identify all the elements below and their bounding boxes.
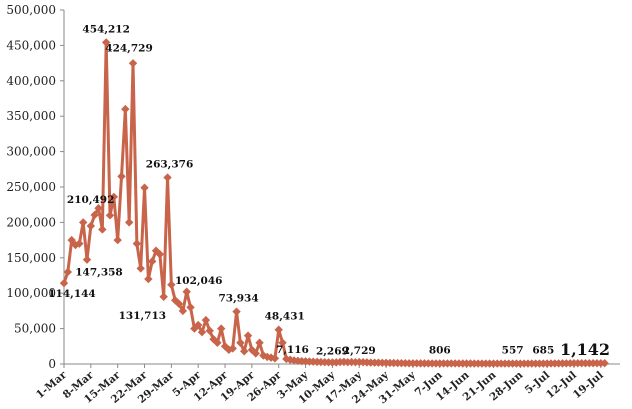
- data-point: [251, 349, 260, 358]
- data-point: [205, 326, 214, 335]
- data-point: [278, 338, 287, 347]
- data-point: [151, 246, 161, 255]
- data-point: [82, 255, 92, 264]
- data-point: [94, 204, 103, 213]
- data-label: 102,046: [175, 275, 223, 287]
- data-point: [236, 338, 245, 347]
- y-tick-label: 300,000: [6, 145, 56, 159]
- data-point: [209, 335, 218, 344]
- data-labels: 114,144 147,358 210,492 454,212 424,729 131,7…: [48, 23, 610, 359]
- data-label: 424,729: [105, 42, 153, 54]
- data-point: [228, 344, 237, 353]
- data-label: 685: [532, 345, 554, 357]
- y-tick-label: 100,000: [6, 286, 56, 300]
- data-label: 2,729: [343, 345, 376, 357]
- data-point: [217, 324, 226, 333]
- data-point: [144, 274, 153, 284]
- data-label: 806: [429, 344, 451, 356]
- data-point: [201, 315, 211, 325]
- data-point: [600, 358, 609, 368]
- y-tick-label: 350,000: [6, 109, 56, 123]
- data-point: [255, 338, 264, 347]
- data-point: [194, 320, 203, 330]
- data-point: [67, 235, 76, 245]
- y-tick-label: 400,000: [6, 74, 56, 88]
- data-point: [71, 240, 80, 250]
- y-tick-label: 150,000: [6, 251, 56, 265]
- data-point: [178, 306, 188, 316]
- data-point: [220, 342, 230, 351]
- y-tick-label: 500,000: [6, 3, 56, 17]
- y-tick-label: 200,000: [6, 215, 56, 229]
- data-point: [98, 225, 107, 234]
- data-point: [59, 278, 69, 288]
- data-point: [78, 218, 88, 227]
- data-point: [147, 257, 157, 266]
- series-markers: [59, 38, 609, 368]
- data-point: [117, 172, 126, 181]
- y-tick-label: 250,000: [6, 180, 56, 194]
- data-point: [243, 331, 253, 340]
- data-label: 2,269: [316, 345, 349, 357]
- data-point: [75, 239, 84, 248]
- data-point: [174, 299, 184, 309]
- data-point: [105, 211, 115, 220]
- data-point: [186, 303, 195, 312]
- y-tick-label: 0: [48, 357, 56, 371]
- data-point: [121, 104, 130, 114]
- data-label: 114,144: [48, 288, 96, 300]
- data-point: [270, 354, 280, 363]
- data-point: [63, 267, 73, 277]
- data-point: [232, 307, 241, 316]
- data-point: [113, 235, 122, 245]
- data-point: [197, 327, 207, 337]
- data-point: [136, 264, 145, 273]
- data-point: [140, 183, 149, 192]
- data-point: [240, 347, 249, 356]
- data-label: 131,713: [119, 310, 167, 322]
- data-point: [132, 239, 142, 248]
- data-label: 210,492: [67, 194, 115, 206]
- data-point: [124, 218, 134, 227]
- data-point: [213, 338, 222, 347]
- y-tick-label: 450,000: [6, 38, 56, 52]
- data-point: [163, 173, 172, 182]
- data-point: [155, 250, 165, 259]
- data-point: [159, 292, 168, 301]
- data-label: 1,142: [560, 340, 610, 359]
- data-label: 147,358: [75, 267, 123, 279]
- data-label: 48,431: [265, 311, 305, 323]
- x-tick-label: 19-Jul: [571, 369, 606, 401]
- data-point: [109, 192, 119, 202]
- data-point: [90, 210, 99, 220]
- data-point: [128, 59, 138, 68]
- data-point: [86, 221, 96, 231]
- data-label: 557: [502, 345, 524, 357]
- data-label: 454,212: [82, 23, 130, 35]
- data-label: 263,376: [146, 159, 194, 171]
- y-tick-label: 50,000: [14, 322, 56, 336]
- data-label: 7,116: [276, 344, 309, 356]
- data-point: [274, 325, 283, 334]
- data-label: 73,934: [218, 293, 258, 305]
- data-point: [182, 287, 191, 296]
- data-point: [101, 38, 111, 47]
- data-point: [167, 280, 176, 289]
